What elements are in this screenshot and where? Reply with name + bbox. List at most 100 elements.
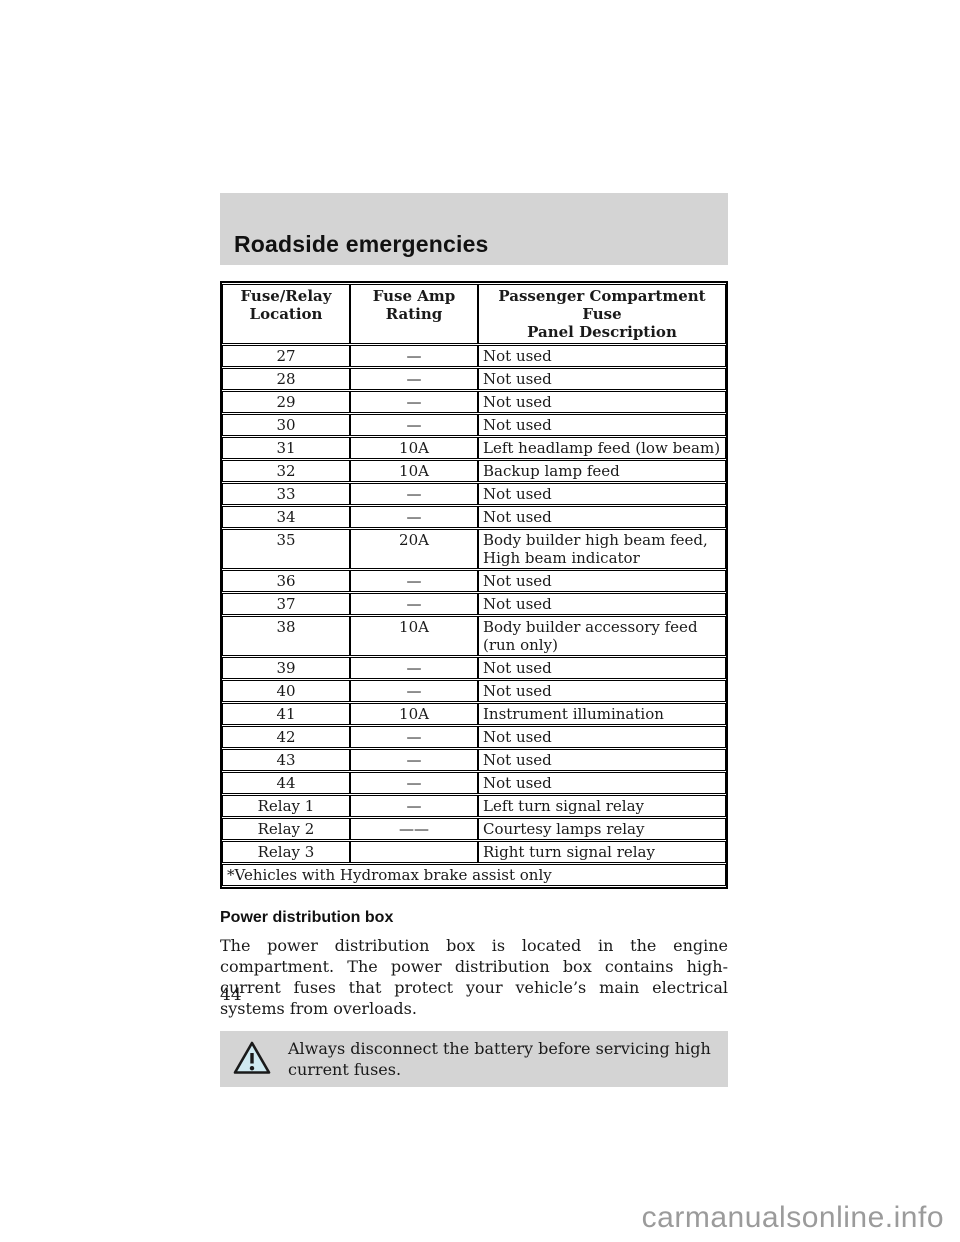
cell-fuse-location: Relay 1: [222, 795, 350, 817]
table-row: 27— Not used: [222, 345, 726, 367]
cell-amp-rating: —: [350, 414, 478, 436]
cell-description: Not used: [478, 657, 726, 679]
table-row: 40— Not used: [222, 680, 726, 702]
cell-fuse-location: 32: [222, 460, 350, 482]
cell-description: Body builder accessory feed (run only): [478, 616, 726, 656]
cell-description: Backup lamp feed: [478, 460, 726, 482]
cell-amp-rating: —: [350, 483, 478, 505]
fuse-relay-table: Fuse/Relay Location Fuse Amp Rating Pass…: [220, 281, 728, 889]
table-row: 43— Not used: [222, 749, 726, 771]
cell-fuse-location: 38: [222, 616, 350, 656]
cell-amp-rating: —: [350, 726, 478, 748]
table-row: Relay 2 —— Courtesy lamps relay: [222, 818, 726, 840]
chapter-header-bar: Roadside emergencies: [220, 193, 728, 265]
section-heading: Power distribution box: [220, 909, 394, 926]
warning-text: Always disconnect the battery before ser…: [288, 1039, 711, 1079]
table-row: Relay 1— Left turn signal relay: [222, 795, 726, 817]
cell-description: Not used: [478, 680, 726, 702]
cell-fuse-location: 29: [222, 391, 350, 413]
cell-fuse-location: 35: [222, 529, 350, 569]
cell-amp-rating: 10A: [350, 703, 478, 725]
cell-fuse-location: 41: [222, 703, 350, 725]
cell-fuse-location: 44: [222, 772, 350, 794]
cell-fuse-location: Relay 2: [222, 818, 350, 840]
cell-amp-rating: —: [350, 772, 478, 794]
cell-fuse-location: 33: [222, 483, 350, 505]
cell-amp-rating: —: [350, 506, 478, 528]
cell-fuse-location: 31: [222, 437, 350, 459]
table-row: 30— Not used: [222, 414, 726, 436]
cell-description: Instrument illumination: [478, 703, 726, 725]
cell-fuse-location: 27: [222, 345, 350, 367]
cell-description: Not used: [478, 593, 726, 615]
watermark-text: carmanualsonline.info: [641, 1201, 944, 1234]
table-footnote: *Vehicles with Hydromax brake assist onl…: [222, 864, 726, 886]
cell-fuse-location: 36: [222, 570, 350, 592]
cell-description: Body builder high beam feed, High beam i…: [478, 529, 726, 569]
cell-fuse-location: 43: [222, 749, 350, 771]
warning-callout: Always disconnect the battery before ser…: [220, 1031, 728, 1087]
table-header-row: Fuse/Relay Location Fuse Amp Rating Pass…: [222, 284, 726, 344]
cell-description: Right turn signal relay: [478, 841, 726, 863]
table-row: 41 10A Instrument illumination: [222, 703, 726, 725]
cell-description: Left headlamp feed (low beam): [478, 437, 726, 459]
table-row: 38 10A Body builder accessory feed (run on…: [222, 616, 726, 656]
cell-amp-rating: [350, 841, 478, 863]
chapter-title: Roadside emergencies: [234, 231, 489, 257]
fuse-table-body: 27— Not used 28— Not used 29— Not used 30— Not …: [222, 345, 726, 863]
cell-description: Not used: [478, 570, 726, 592]
cell-amp-rating: ——: [350, 818, 478, 840]
cell-fuse-location: 42: [222, 726, 350, 748]
cell-amp-rating: —: [350, 749, 478, 771]
cell-description: Not used: [478, 749, 726, 771]
cell-description: Not used: [478, 772, 726, 794]
cell-description: Not used: [478, 483, 726, 505]
table-row: 34— Not used: [222, 506, 726, 528]
table-row: 44— Not used: [222, 772, 726, 794]
cell-amp-rating: 10A: [350, 437, 478, 459]
page-content: Roadside emergencies Fuse/Relay Location…: [220, 193, 728, 1087]
cell-description: Not used: [478, 726, 726, 748]
column-header-location: Fuse/Relay Location: [222, 284, 350, 344]
section-body-text: The power distribution box is located in…: [220, 936, 728, 1018]
cell-description: Courtesy lamps relay: [478, 818, 726, 840]
table-row: 36— Not used: [222, 570, 726, 592]
cell-description: Not used: [478, 506, 726, 528]
column-header-rating: Fuse Amp Rating: [350, 284, 478, 344]
cell-fuse-location: 34: [222, 506, 350, 528]
table-row: 35 20A Body builder high beam feed, High b…: [222, 529, 726, 569]
table-row: 31 10A Left headlamp feed (low beam): [222, 437, 726, 459]
table-row: 29— Not used: [222, 391, 726, 413]
cell-fuse-location: 40: [222, 680, 350, 702]
fuse-table-head: Fuse/Relay Location Fuse Amp Rating Pass…: [222, 284, 726, 344]
cell-description: Not used: [478, 368, 726, 390]
cell-amp-rating: 10A: [350, 460, 478, 482]
cell-fuse-location: 28: [222, 368, 350, 390]
table-footnote-row: *Vehicles with Hydromax brake assist onl…: [222, 864, 726, 886]
table-row: 33— Not used: [222, 483, 726, 505]
cell-fuse-location: 39: [222, 657, 350, 679]
cell-amp-rating: —: [350, 795, 478, 817]
cell-amp-rating: —: [350, 570, 478, 592]
cell-amp-rating: 10A: [350, 616, 478, 656]
column-header-description: Passenger Compartment Fuse Panel Descrip…: [478, 284, 726, 344]
cell-amp-rating: —: [350, 680, 478, 702]
table-row: 28— Not used: [222, 368, 726, 390]
cell-description: Not used: [478, 414, 726, 436]
cell-description: Left turn signal relay: [478, 795, 726, 817]
table-row: 42— Not used: [222, 726, 726, 748]
cell-fuse-location: Relay 3: [222, 841, 350, 863]
fuse-table-foot: *Vehicles with Hydromax brake assist onl…: [222, 864, 726, 886]
warning-triangle-icon: [232, 1040, 272, 1080]
cell-amp-rating: —: [350, 368, 478, 390]
table-row: 37— Not used: [222, 593, 726, 615]
table-row: Relay 3 Right turn signal relay: [222, 841, 726, 863]
cell-description: Not used: [478, 391, 726, 413]
cell-amp-rating: —: [350, 657, 478, 679]
cell-fuse-location: 37: [222, 593, 350, 615]
cell-amp-rating: —: [350, 593, 478, 615]
cell-description: Not used: [478, 345, 726, 367]
cell-amp-rating: —: [350, 345, 478, 367]
cell-amp-rating: —: [350, 391, 478, 413]
